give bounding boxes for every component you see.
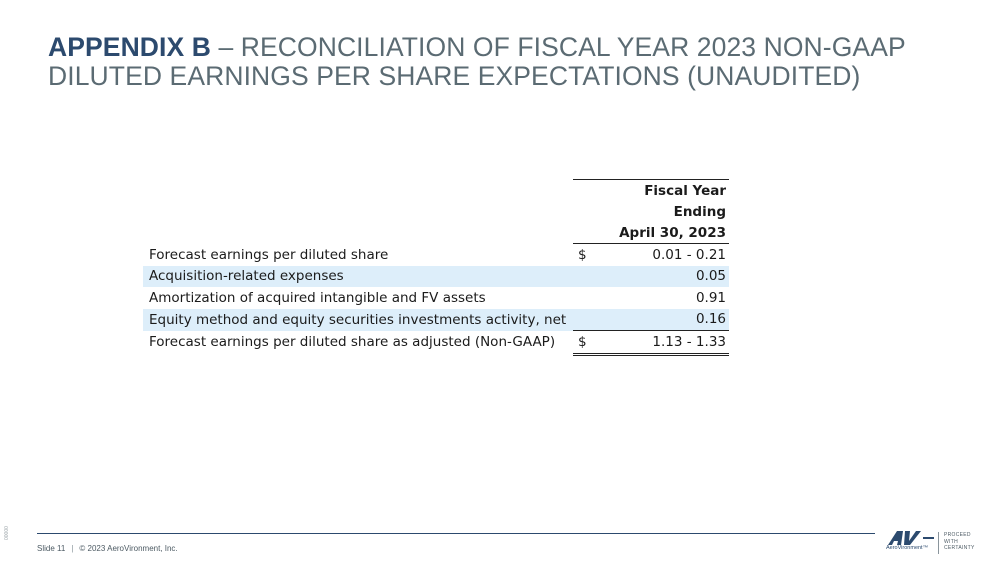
title-appendix: APPENDIX B: [48, 32, 211, 62]
row-label: Acquisition-related expenses: [143, 265, 573, 287]
footer: Slide 11 | © 2023 AeroVironment, Inc.: [37, 544, 178, 553]
row-label: Equity method and equity securities inve…: [143, 308, 573, 331]
table-header-row: Fiscal Year: [143, 179, 729, 201]
row-label: Forecast earnings per diluted share as a…: [149, 334, 556, 351]
table-header-row: April 30, 2023: [143, 222, 729, 244]
row-value: 1.13 - 1.33: [600, 330, 729, 356]
row-currency: $: [573, 330, 600, 356]
table-row: Equity method and equity securities inve…: [143, 308, 729, 331]
footer-divider: [37, 533, 875, 534]
av-logo-icon: [888, 531, 934, 545]
slide-number: Slide 11: [37, 544, 66, 553]
row-currency: [573, 287, 600, 309]
row-label: Amortization of acquired intangible and …: [149, 289, 486, 306]
row-currency: [573, 265, 600, 287]
table-row: Forecast earnings per diluted share $ 0.…: [143, 244, 729, 266]
page-title: APPENDIX B – RECONCILIATION OF FISCAL YE…: [48, 33, 978, 91]
table-row: Acquisition-related expenses 0.05: [143, 265, 729, 287]
logo-divider: [938, 532, 939, 554]
table-header-row: Ending: [143, 201, 729, 222]
header-fiscal-year: Fiscal Year: [600, 179, 729, 201]
row-value: 0.05: [600, 265, 729, 287]
header-date: April 30, 2023: [600, 222, 729, 244]
logo-wordmark: AeroVironment™: [886, 545, 929, 551]
company-logo: AeroVironment™ PROCEED WITH CERTAINTY: [884, 530, 996, 556]
side-code: 00000: [4, 526, 10, 540]
title-description: – RECONCILIATION OF FISCAL YEAR 2023 NON…: [48, 32, 906, 91]
copyright-text: © 2023 AeroVironment, Inc.: [79, 544, 178, 553]
footer-separator: |: [71, 544, 74, 553]
row-value: 0.91: [695, 289, 726, 306]
logo-tagline: PROCEED WITH CERTAINTY: [944, 532, 975, 551]
table-total-row: Forecast earnings per diluted share as a…: [143, 330, 729, 356]
table-row: Amortization of acquired intangible and …: [143, 287, 729, 309]
row-currency: $: [578, 246, 587, 263]
header-ending: Ending: [673, 203, 726, 220]
row-currency: [573, 308, 600, 331]
row-label: Forecast earnings per diluted share: [149, 246, 389, 263]
row-value: 0.16: [600, 308, 729, 331]
reconciliation-table: Fiscal Year Ending April 30, 2023 Foreca…: [143, 179, 729, 356]
row-value: 0.01 - 0.21: [652, 246, 726, 263]
